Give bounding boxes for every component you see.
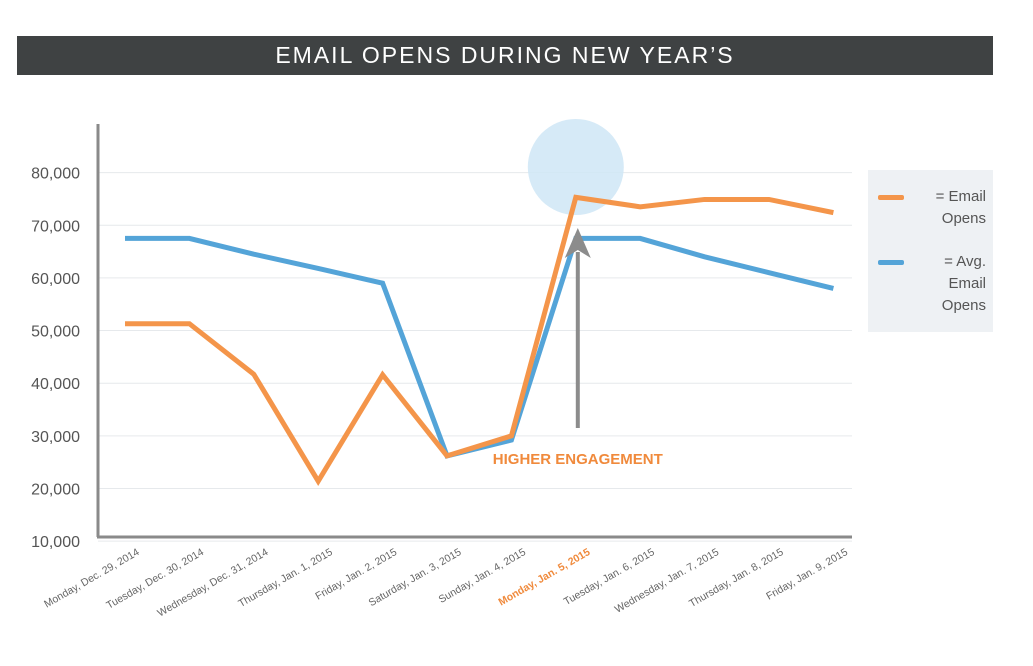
legend-swatch-email-opens [878, 195, 904, 200]
highlight-circle [527, 119, 624, 215]
y-tick-label: 20,000 [31, 482, 80, 499]
series-lines [124, 194, 834, 486]
x-tick-label: Wednesday, Jan. 7, 2015 [613, 546, 721, 616]
y-tick-label: 60,000 [31, 271, 80, 288]
series-line-email-opens [125, 194, 834, 486]
annotation-label: HIGHER ENGAGEMENT [493, 451, 663, 468]
annotation-layer: HIGHER ENGAGEMENT [493, 228, 663, 468]
highlight-layer [527, 119, 624, 215]
legend-label-line: = Email [935, 188, 986, 205]
legend-item-avg-email-opens: = Avg. Email Opens [878, 251, 986, 317]
chart-title: EMAIL OPENS DURING NEW YEAR’S [275, 42, 735, 68]
grid-lines [98, 172, 852, 542]
legend-label-line: Email [948, 275, 986, 292]
legend: = Email Opens = Avg. Email Opens [868, 170, 993, 332]
y-tick-label: 10,000 [31, 534, 80, 551]
y-tick-label: 40,000 [31, 376, 80, 393]
annotation-arrow-head [564, 228, 591, 258]
axes [96, 124, 852, 539]
y-tick-label: 30,000 [31, 429, 80, 446]
x-tick-label: Wednesday, Dec. 31, 2014 [155, 546, 270, 619]
legend-label-line: Opens [941, 210, 986, 227]
legend-label-line: Opens [941, 297, 986, 314]
y-tick-labels: 10,000 20,000 30,000 40,000 50,000 60,000 70,0… [31, 166, 80, 552]
y-tick-label: 80,000 [31, 166, 80, 183]
chart-title-bar: EMAIL OPENS DURING NEW YEAR’S [17, 36, 993, 75]
legend-label-line: = Avg. [944, 253, 986, 270]
y-tick-label: 70,000 [31, 218, 80, 235]
series-line-avg-email-opens [125, 235, 834, 459]
legend-item-email-opens: = Email Opens [878, 186, 986, 230]
legend-swatch-avg-email-opens [878, 260, 904, 265]
y-tick-label: 50,000 [31, 324, 80, 341]
